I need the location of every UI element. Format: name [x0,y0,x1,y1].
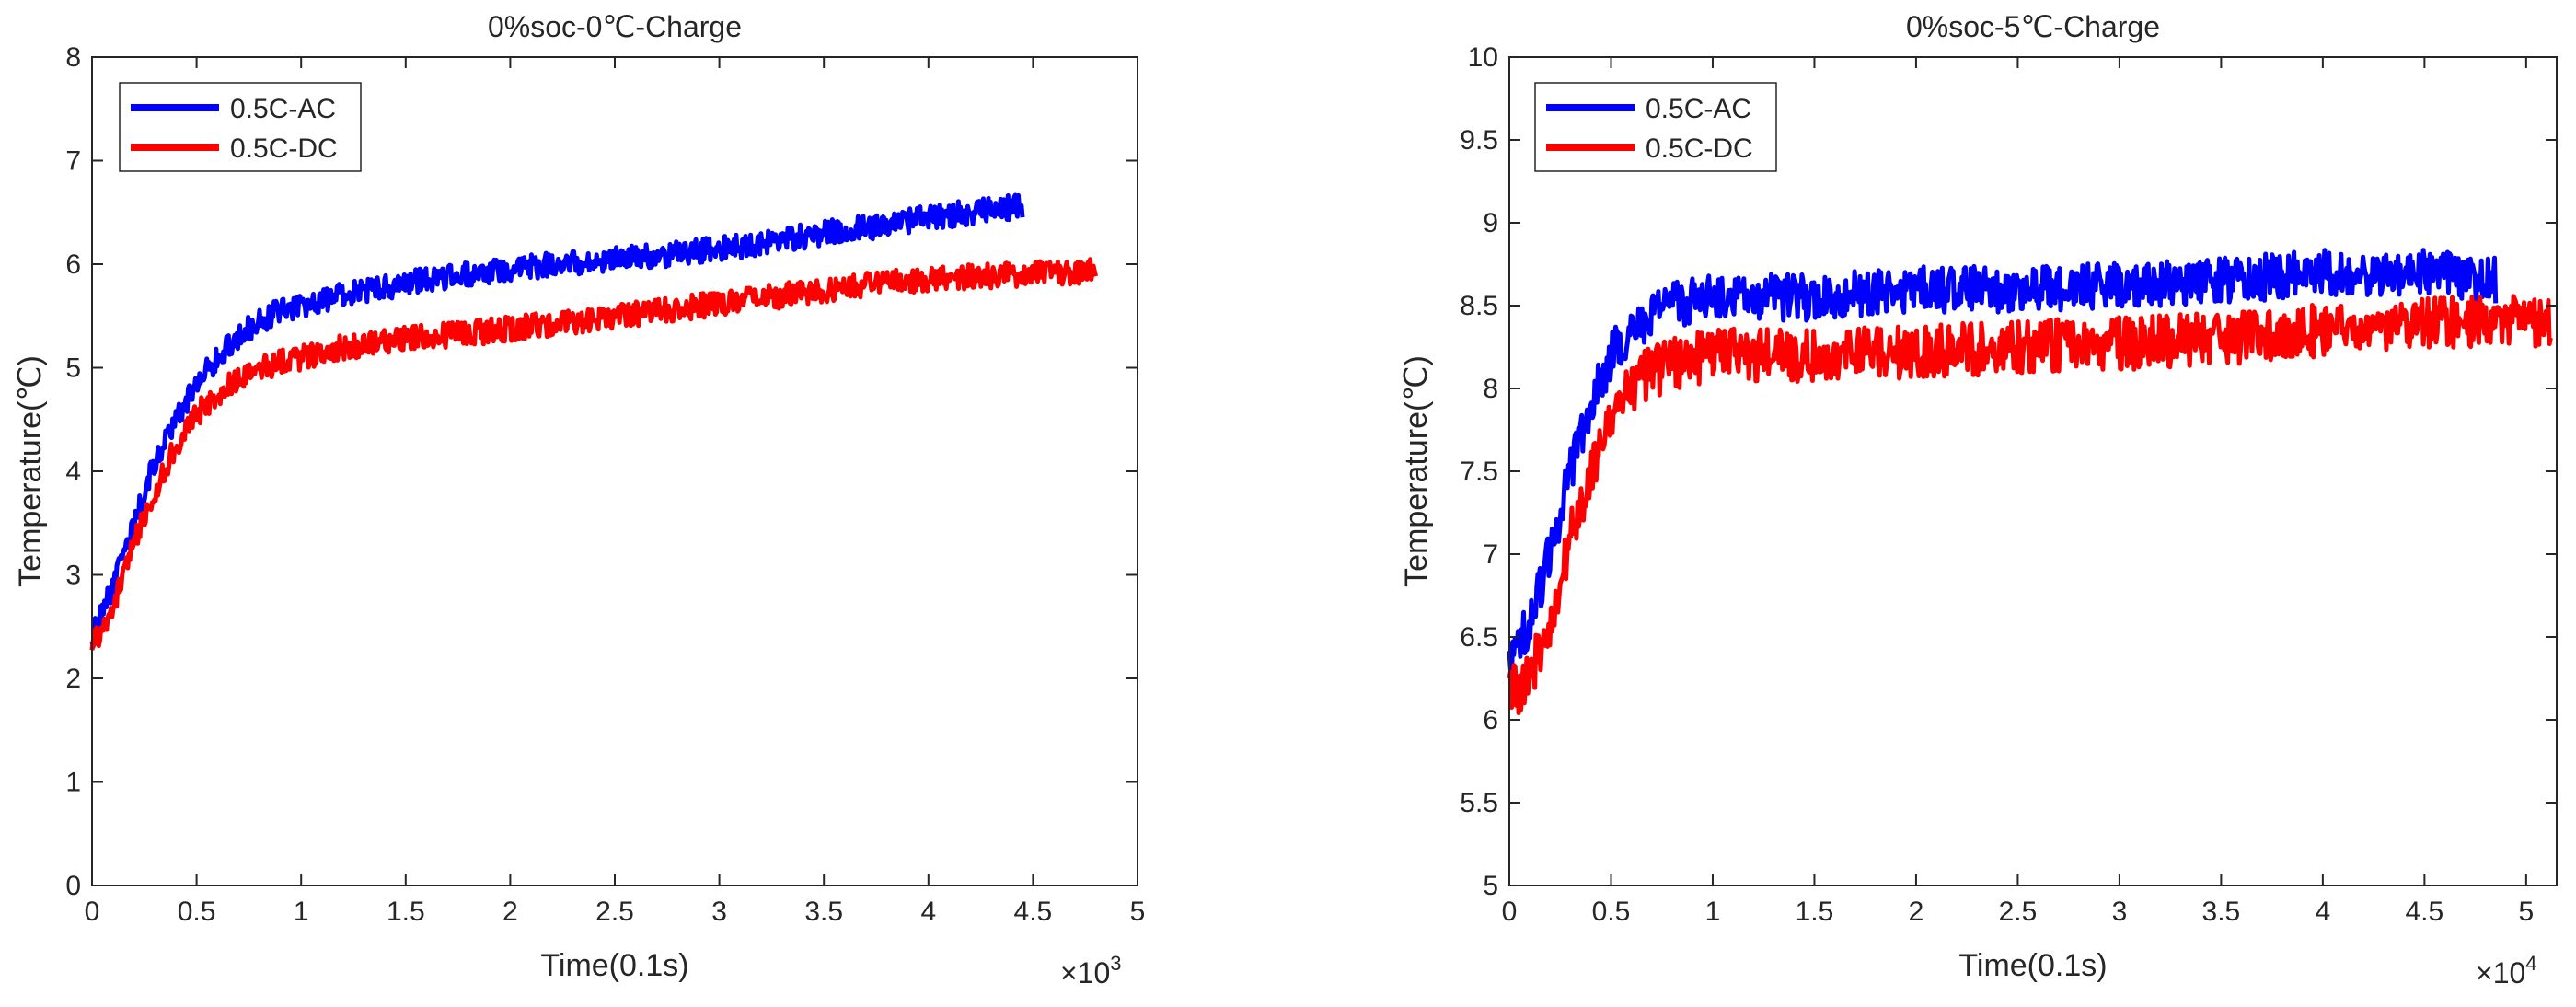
series-line-left-dc [89,257,1099,651]
y-tick-label-left: 7 [65,146,81,177]
x-axis-label-right: Time(0.1s) [1958,948,2107,983]
x-tick-label-left: 1.5 [387,897,425,927]
x-multiplier-exp-left: 3 [1110,952,1121,975]
legend-box-right [1534,82,1777,172]
legend-label-dc-right: 0.5C-DC [1646,133,1753,164]
x-multiplier-base-right: ×10 [2476,956,2525,990]
series-line-right-ac [1507,248,2499,681]
x-tick-label-left: 3 [711,897,727,927]
y-tick-label-right: 10 [1468,42,1498,73]
x-multiplier-base-left: ×10 [1060,956,1110,990]
x-tick-label-right: 0 [1502,897,1518,927]
plot-area-right [1509,57,2557,885]
legend-label-ac-left: 0.5C-AC [230,94,336,124]
x-tick-label-right: 1 [1705,897,1721,927]
chart-title-left: 0%soc-0℃-Charge [488,10,742,43]
x-tick-label-left: 2 [502,897,518,927]
ticks-layer-left: 0 0.5 1 1.5 2 2.5 3 3.5 4 4.5 5 0 1 2 3 4 5 6 7 8 [65,42,1145,927]
y-tick-label-left: 4 [65,457,81,487]
series-line-right-dc [1507,294,2553,716]
series-layer-left [89,192,1099,651]
legend-right: 0.5C-AC 0.5C-DC [1534,82,1777,172]
x-multiplier-exp-right: 4 [2525,952,2536,975]
y-axis-label-left: Temperature(℃) [13,355,48,587]
y-tick-label-right: 6.5 [1460,622,1498,653]
x-tick-label-right: 3 [2112,897,2128,927]
y-tick-label-left: 8 [65,42,81,73]
y-tick-label-left: 2 [65,664,81,694]
x-tick-label-left: 4.5 [1014,897,1053,927]
y-tick-label-right: 9 [1483,208,1498,238]
legend-label-ac-right: 0.5C-AC [1646,94,1751,124]
y-tick-label-right: 5 [1483,871,1498,901]
plot-area-left [92,57,1138,885]
y-tick-label-right: 8.5 [1460,291,1498,321]
y-axis-label-right: Temperature(℃) [1399,355,1434,587]
x-tick-label-left: 2.5 [595,897,634,927]
ticks-layer-right: 0 0.5 1 1.5 2 2.5 3 3.5 4 4.5 5 5 5.5 6 6.5 7 7.5 8 8.5 9 9.… [1460,42,2557,927]
y-tick-label-right: 8 [1483,374,1498,404]
chart-right: 0 0.5 1 1.5 2 2.5 3 3.5 4 4.5 5 5 5.5 6 6.5 7 7.5 8 8.5 9 9.… [1399,10,2558,990]
x-tick-label-right: 2.5 [1999,897,2038,927]
legend-label-dc-left: 0.5C-DC [230,133,338,164]
y-tick-label-left: 5 [65,353,81,384]
y-tick-label-left: 3 [65,561,81,591]
y-tick-label-right: 9.5 [1460,125,1498,156]
x-tick-label-right: 5 [2519,897,2535,927]
series-layer-right [1507,248,2553,716]
x-tick-label-left: 1 [294,897,309,927]
y-tick-label-left: 1 [65,768,81,798]
chart-title-right: 0%soc-5℃-Charge [1906,10,2160,43]
x-tick-label-left: 5 [1130,897,1146,927]
x-multiplier-left: ×103 [1060,952,1122,990]
x-tick-label-right: 4 [2316,897,2331,927]
x-tick-label-left: 4 [920,897,936,927]
x-tick-label-left: 3.5 [804,897,843,927]
y-tick-label-right: 6 [1483,705,1498,735]
x-tick-label-right: 0.5 [1592,897,1631,927]
x-multiplier-right: ×104 [2476,952,2537,990]
legend-box-left [119,82,362,172]
x-axis-label-left: Time(0.1s) [540,948,688,983]
y-tick-label-left: 6 [65,249,81,280]
chart-left: 0 0.5 1 1.5 2 2.5 3 3.5 4 4.5 5 0 1 2 3 4 5 6 7 8 0%soc-0℃-… [13,10,1145,990]
y-tick-label-right: 7 [1483,539,1498,570]
legend-left: 0.5C-AC 0.5C-DC [119,82,362,172]
x-tick-label-left: 0.5 [178,897,216,927]
y-tick-label-left: 0 [65,871,81,901]
x-tick-label-right: 4.5 [2406,897,2444,927]
x-tick-label-right: 3.5 [2202,897,2241,927]
y-tick-label-right: 7.5 [1460,457,1498,487]
y-tick-label-right: 5.5 [1460,788,1498,818]
x-tick-label-left: 0 [85,897,100,927]
series-line-left-ac [89,192,1025,650]
x-tick-label-right: 1.5 [1796,897,1834,927]
x-tick-label-right: 2 [1909,897,1924,927]
